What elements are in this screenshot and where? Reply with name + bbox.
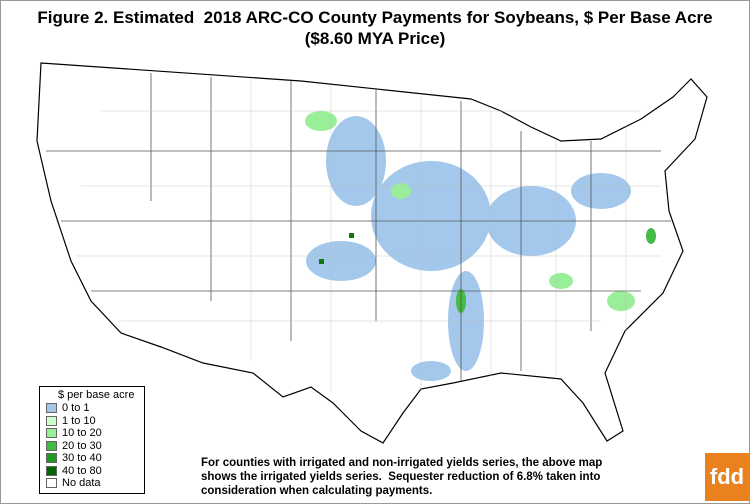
legend-swatch [46,478,57,489]
note-line: shows the irrigated yields series. Seque… [201,471,601,483]
title: Figure 2. Estimated 2018 ARC-CO County P… [1,7,749,49]
legend-label: 40 to 80 [62,464,102,477]
legend-label: 10 to 20 [62,427,102,440]
legend-label: No data [62,477,101,490]
legend-item: No data [46,477,144,490]
title-line: Figure 2. Estimated 2018 ARC-CO County P… [37,8,713,27]
legend-swatch [46,415,57,426]
title-line: ($8.60 MYA Price) [304,29,446,48]
legend-item: 0 to 1 [46,402,144,415]
legend-item: 30 to 40 [46,452,144,465]
legend-label: 30 to 40 [62,452,102,465]
note-line: consideration when calculating payments. [201,485,433,497]
legend-label: 1 to 10 [62,414,96,427]
legend-item: 20 to 30 [46,440,144,453]
legend-label: 20 to 30 [62,439,102,452]
legend-swatch [46,465,57,476]
logo: fdd [705,453,749,501]
legend-item: 10 to 20 [46,427,144,440]
legend-swatch [46,428,57,439]
legend-label: 0 to 1 [62,402,90,415]
legend-title: $ per base acre [58,389,135,401]
legend-item: 1 to 10 [46,415,144,428]
legend-swatch [46,453,57,464]
state-lines [46,73,671,391]
note: For counties with irrigated and non-irri… [201,456,602,498]
legend-item: 40 to 80 [46,465,144,478]
legend-swatch [46,440,57,451]
legend-swatch [46,403,57,414]
note-line: For counties with irrigated and non-irri… [201,457,603,469]
